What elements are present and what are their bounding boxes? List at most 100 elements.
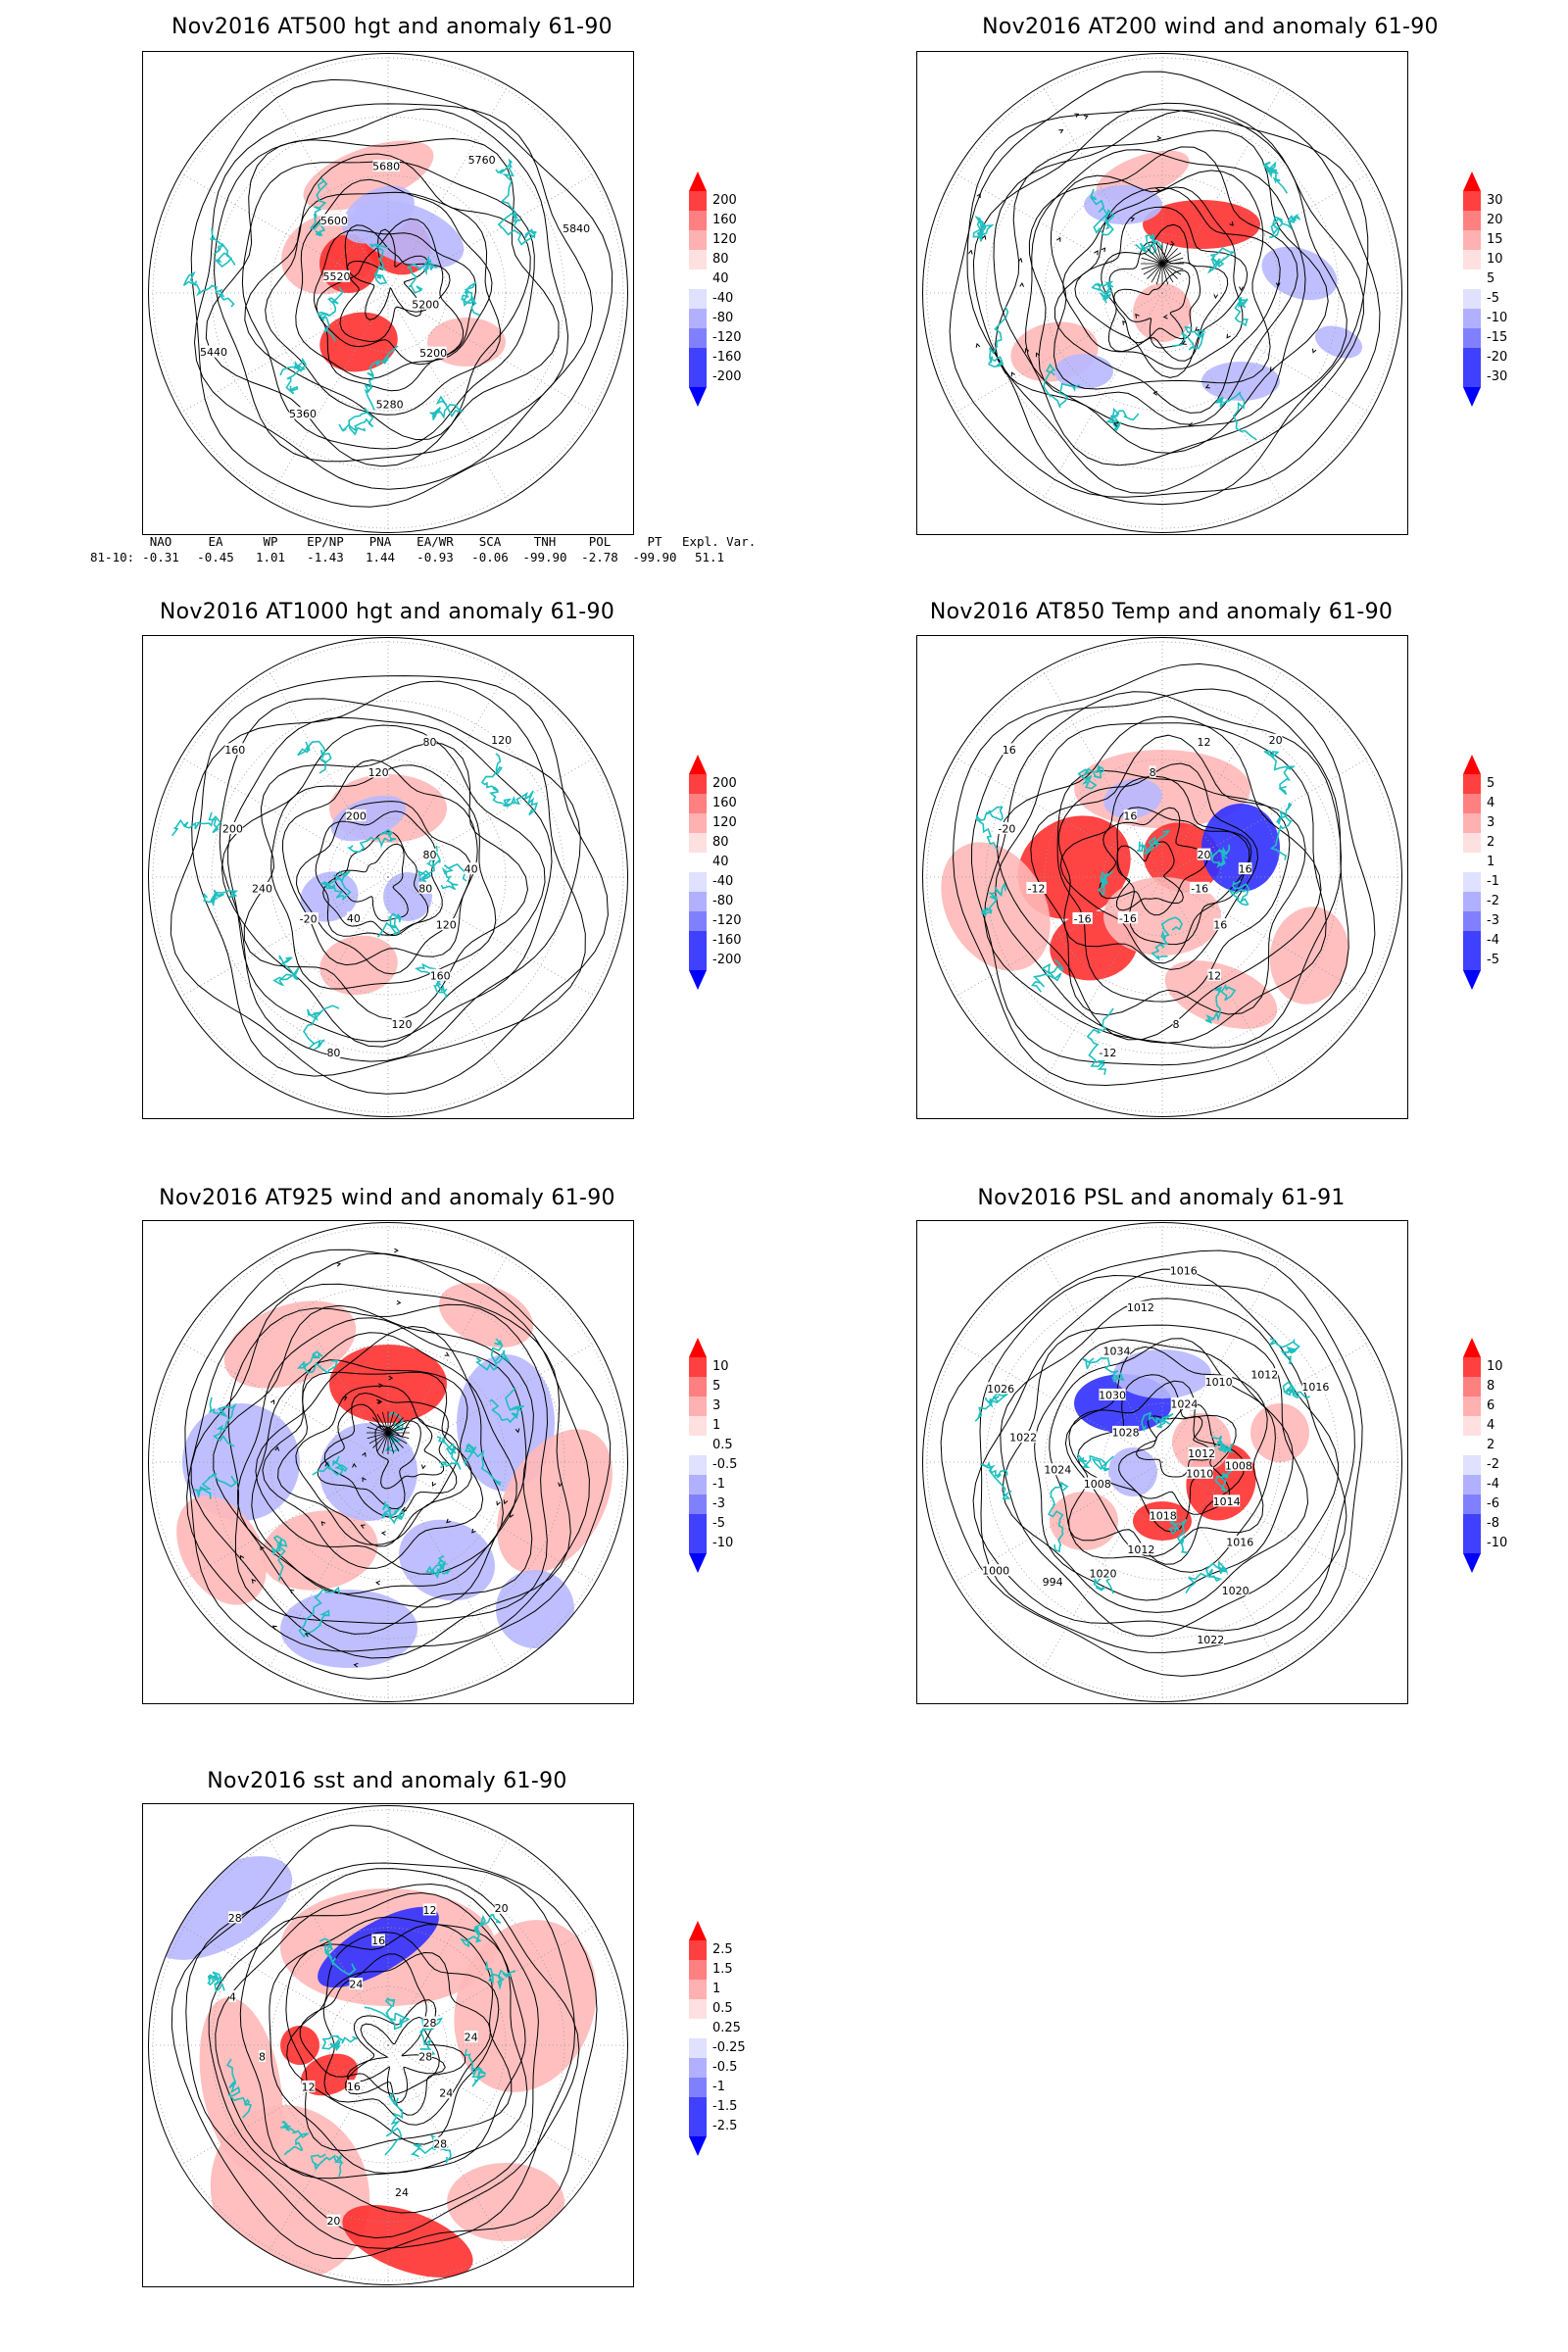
- pole-convergence-line: [367, 1432, 389, 1440]
- contour-line: [190, 78, 613, 508]
- colorbar-segment: [689, 1377, 707, 1396]
- colorbar-segment: [689, 1534, 707, 1553]
- coastline: [338, 407, 374, 436]
- contour-label-bg: [1190, 881, 1210, 894]
- colorbar-segment: [689, 872, 707, 892]
- pole-convergence-line: [1147, 248, 1163, 265]
- contour-label-bg: [1197, 735, 1211, 748]
- contour-label-bg: [346, 809, 367, 822]
- wind-arrow: [1113, 422, 1119, 427]
- contour-line: [269, 1916, 526, 2175]
- contour-label-bg: [433, 2136, 447, 2149]
- coastline: [1151, 916, 1184, 961]
- meridian-line: [1042, 1461, 1163, 1671]
- coastline: [384, 2092, 404, 2156]
- map-at500: 5200 5200 5280 5360 5440 5520 5600 5680 5760 5840: [142, 51, 634, 535]
- panel-title: Nov2016 sst and anomaly 61-90: [207, 1769, 567, 1793]
- colorbar-tick-label: 2.5: [712, 1942, 733, 1957]
- contour-line: [940, 1250, 1363, 1677]
- colorbar-tick-label: 6: [1487, 1398, 1495, 1413]
- colorbar-tick-label: 30: [1487, 193, 1503, 208]
- pole-convergence-line: [1161, 263, 1184, 270]
- colorbar-segment: [689, 1960, 707, 1980]
- colorbar-segment: [689, 911, 707, 931]
- colorbar-at850: 5 4 3 2 1 -1 -2 -3 -4 -5: [1455, 755, 1563, 1029]
- colorbar-tick-label: 4: [1487, 1418, 1495, 1433]
- contour-label: 5200: [412, 298, 439, 311]
- coastline: [497, 212, 537, 246]
- coastline: [318, 870, 352, 902]
- colorbar-segment: [689, 951, 707, 970]
- contour-label-bg: [1197, 1633, 1224, 1645]
- contour-label: 20: [326, 2215, 340, 2228]
- coastline: [279, 2121, 309, 2156]
- anomaly-area: [399, 1519, 495, 1601]
- colorbar-arrow-bottom: [1463, 970, 1481, 990]
- anomaly-area: [300, 2053, 359, 2096]
- panel-at850: Nov2016 AT850 Temp and anomaly 61-90: [916, 600, 1406, 639]
- meridian-line: [179, 1342, 389, 1463]
- panel-at1000: Nov2016 AT1000 hgt and anomaly 61-90: [142, 600, 632, 639]
- contour-label: 28: [228, 1912, 242, 1925]
- contour-label: -16: [1191, 882, 1208, 895]
- index-header: POL: [588, 534, 612, 549]
- colorbar-at1000: 200 160 120 80 40 -40 -80 -120 -160 -200: [681, 755, 789, 1029]
- wind-arrow: [376, 1398, 382, 1404]
- meridian-line: [387, 876, 597, 998]
- colorbar-tick-label: 200: [712, 776, 737, 791]
- wind-arrow: [342, 1396, 348, 1401]
- pole-convergence-line: [1155, 263, 1163, 285]
- colorbar-arrow-bottom: [689, 387, 707, 407]
- contour-label-bg: [1207, 968, 1221, 981]
- anomaly-area: [1164, 960, 1278, 1029]
- contour-line: [995, 129, 1329, 454]
- wind-arrow: [1152, 391, 1158, 396]
- colorbar-segment: [1463, 1514, 1481, 1534]
- contour-label-bg: [436, 918, 457, 931]
- contour-label: 200: [222, 822, 243, 835]
- anomaly-area: [303, 140, 434, 211]
- contour-label: -20: [300, 912, 318, 925]
- wind-arrow: [420, 1464, 426, 1470]
- contour-label: 1010: [1205, 1376, 1233, 1389]
- coastline: [296, 1350, 339, 1375]
- contour-line: [1118, 1402, 1231, 1515]
- contour-label-bg: [301, 2080, 316, 2092]
- coastline: [207, 1971, 225, 1992]
- contour-label-bg: [1127, 1543, 1154, 1555]
- colorbar-tick-label: 200: [712, 193, 737, 208]
- colorbar-arrow-top: [689, 172, 707, 191]
- contour-line: [227, 716, 553, 1043]
- colorbar-tick-label: 0.5: [712, 1438, 733, 1452]
- map-layer: 1010 1014 1016 1020 1022 1018 1012 1020 994 1000 1…: [922, 1222, 1402, 1702]
- colorbar-segment: [689, 833, 707, 853]
- pole-convergence-line: [387, 1432, 410, 1440]
- contour-label: 1016: [1301, 1381, 1329, 1394]
- wind-arrow: [360, 1524, 366, 1529]
- contour-label: 5520: [322, 270, 350, 283]
- colorbar-segment: [689, 2078, 707, 2097]
- wind-arrow: [362, 1451, 367, 1457]
- coastline: [270, 1535, 288, 1581]
- pole-convergence-line: [387, 1432, 395, 1454]
- teleconnection-values: 81-10: -0.31 -0.45 1.01 -1.43 1.44 -0.93 -0.06-…: [90, 550, 737, 565]
- colorbar-segment: [1463, 1416, 1481, 1436]
- meridian-line: [387, 1342, 597, 1463]
- coastline: [1137, 829, 1171, 856]
- contour-line: [171, 1825, 598, 2260]
- pole-convergence-line: [368, 1432, 389, 1445]
- colorbar-segment: [689, 328, 707, 348]
- wind-arrow: [270, 1398, 275, 1404]
- wind-arrow: [510, 1512, 514, 1518]
- contour-label: 5200: [419, 347, 447, 360]
- anomaly-area: [941, 842, 1051, 971]
- contour-label-bg: [1197, 848, 1211, 860]
- contour-label: 8: [259, 2050, 266, 2063]
- pole-convergence-line: [387, 1432, 400, 1452]
- index-value: -99.90: [632, 550, 677, 564]
- contour-label: 1012: [1250, 1369, 1278, 1382]
- contour-line: [1054, 186, 1281, 414]
- contour-label-bg: [997, 821, 1017, 834]
- contour-label: 5600: [320, 215, 348, 227]
- meridian-line: [1161, 1253, 1283, 1463]
